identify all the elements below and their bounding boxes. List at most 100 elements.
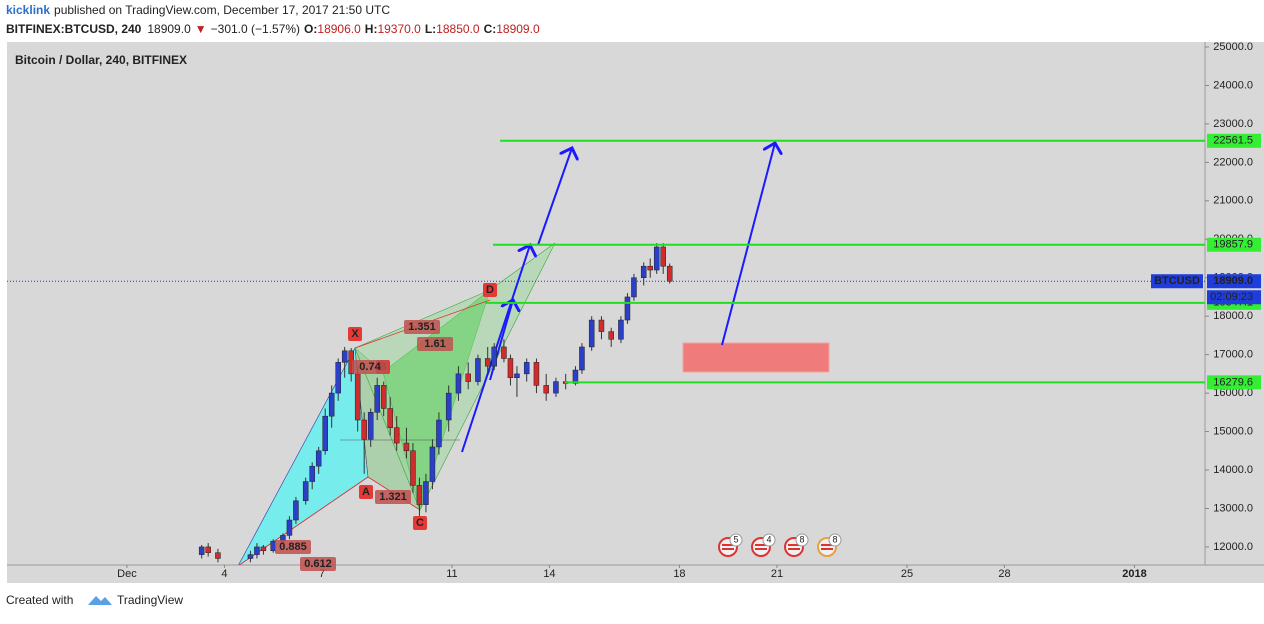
candle-body [618,319,624,340]
symbol-line: BITFINEX:BTCUSD, 240 18909.0 ▼ −301.0 (−1.5… [6,22,540,36]
last-tag [1207,274,1261,289]
ratio-label: 0.612 [304,558,332,570]
pattern-label: D [486,284,494,296]
candle-body [660,246,666,267]
change: −301.0 (−1.57%) [211,22,300,36]
candle-body [254,546,260,555]
symbol-tag [1151,274,1203,289]
symbol-label: BTCUSD [1154,275,1200,287]
candle-body [410,450,416,486]
pane [7,42,1264,583]
candle-body [403,442,410,452]
author: kicklink [6,3,50,17]
y-tick-label: 12000.0 [1213,541,1253,553]
ratio-tag [404,320,440,334]
y-tick-label: 14000.0 [1213,464,1253,476]
candle-body [647,265,653,271]
candle-body [335,362,341,394]
candle-body [533,362,540,386]
pattern-label: C [416,517,424,529]
candle-body [293,500,299,521]
candle-body [423,481,429,505]
ratio-label: 1.61 [424,338,445,350]
y-tick-label: 23000.0 [1213,118,1253,130]
candle-body [631,277,637,298]
level-label: 22561.5 [1213,135,1253,147]
candle-body [507,358,514,378]
ohlc-value: 18906.0 [317,22,361,36]
candle-body [286,519,293,536]
candle-body [475,358,481,382]
logo [88,596,112,605]
pattern-label: A [362,486,370,498]
arrow: ▼ [195,22,207,36]
candle-body [523,362,530,375]
ohlc-value: 19370.0 [377,22,421,36]
candle-body [380,385,387,409]
level-tag [1207,237,1261,252]
candle-body [270,540,276,552]
candle-body [393,427,400,444]
ratio-label: 0.74 [359,361,381,373]
y-tick-label: 13000.0 [1213,502,1253,514]
x-tick-label: 2018 [1122,568,1146,580]
pattern-tag [483,283,497,297]
ratio-label: 0.885 [279,541,307,553]
candle-body [436,419,442,448]
candle-body [624,296,631,321]
candle-body [361,419,367,440]
y-tick-label: 18000.0 [1213,310,1253,322]
ratio-label: 1.321 [379,491,407,503]
candle-body [354,373,361,421]
countdown-tag [1207,290,1261,305]
event-badge [762,533,776,547]
candle-body [341,350,348,363]
ohlc-value: 18850.0 [436,22,480,36]
header-line: kicklink published on TradingView.com, De… [6,3,390,17]
candle-body [543,385,549,394]
event-count: 8 [799,534,804,544]
candle-body [429,446,436,482]
candle-body [302,481,309,502]
candle-body [328,392,335,417]
y-tick-label: 17000.0 [1213,349,1253,361]
countdown: 02:09:23 [1210,291,1253,303]
candle-body [322,415,328,452]
ohlc-key: L: [425,22,436,36]
x-tick-label: 25 [901,568,913,580]
x-tick-label: 14 [543,568,555,580]
ratio-label: 1.351 [408,321,436,333]
pattern-tag [413,516,427,530]
event-count: 4 [766,534,771,544]
candle-body [514,373,520,378]
footer-brand[interactable]: TradingView [117,593,183,607]
target-zone [682,342,830,373]
y-tick-label: 15000.0 [1213,425,1253,437]
x-tick-label: 21 [771,568,783,580]
candle-body [374,385,380,413]
ratio-tag [275,540,311,554]
candle-body [247,554,254,559]
x-tick-label: 4 [221,568,227,580]
candle-body [387,408,393,428]
event-badge [795,533,809,547]
y-tick-label: 21000.0 [1213,195,1253,207]
candles [198,243,673,563]
chart-title: Bitcoin / Dollar, 240, BITFINEX [15,53,187,67]
y-tick-label: 22000.0 [1213,156,1253,168]
candle-body [608,331,614,340]
x-tick-label: 7 [319,568,325,580]
level-tag [1207,375,1261,390]
candle-body [491,346,497,367]
candle-body [309,465,315,482]
ohlc-key: C: [484,22,497,36]
ratio-tag [300,557,336,571]
candle-body [445,392,452,421]
candle-body [484,358,491,367]
candle-body [572,369,579,384]
y-tick-label: 24000.0 [1213,79,1253,91]
ohlc-key: O: [304,22,317,36]
x-tick-label: 18 [673,568,685,580]
level-tag [1207,133,1261,148]
